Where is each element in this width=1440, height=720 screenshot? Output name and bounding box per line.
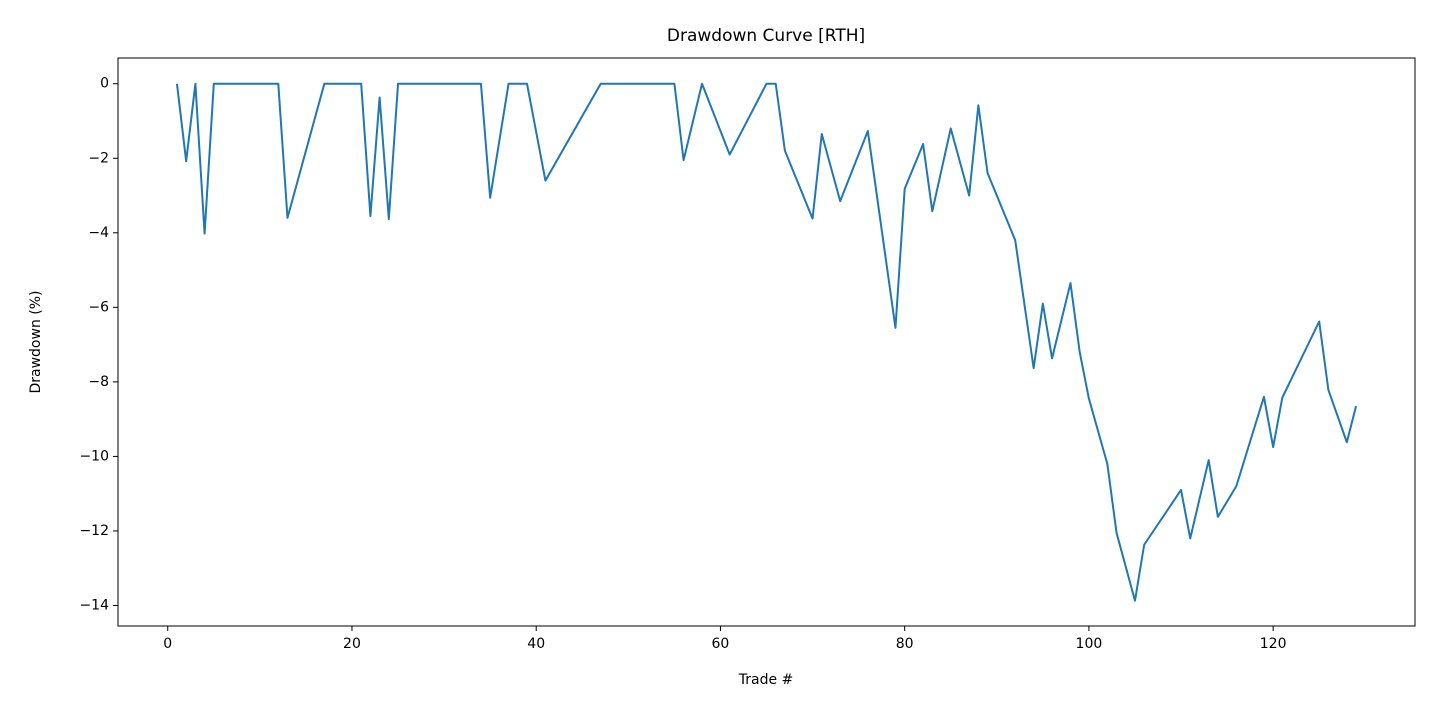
data-line [175,82,1358,602]
chart-title: Drawdown Curve [RTH] [667,26,865,46]
x-axis-label: Trade # [738,672,794,688]
x-tick-label: 0 [163,636,172,652]
y-tick-label: −2 [88,150,109,166]
x-tick-label: 100 [1076,636,1103,652]
y-tick-label: −4 [88,225,109,241]
y-tick-label: −14 [79,598,109,614]
x-tick-label: 60 [712,636,730,652]
x-tick-label: 80 [896,636,914,652]
y-tick-label: 0 [100,76,109,92]
x-tick-label: 40 [527,636,545,652]
y-tick-label: −6 [88,299,109,315]
x-tick-label: 20 [343,636,361,652]
y-tick-label: −12 [79,523,109,539]
y-tick-label: −8 [88,374,109,390]
y-axis-label: Drawdown (%) [28,290,44,393]
plot-frame [117,57,1416,627]
x-tick-label: 120 [1260,636,1287,652]
y-tick-label: −10 [79,448,109,464]
